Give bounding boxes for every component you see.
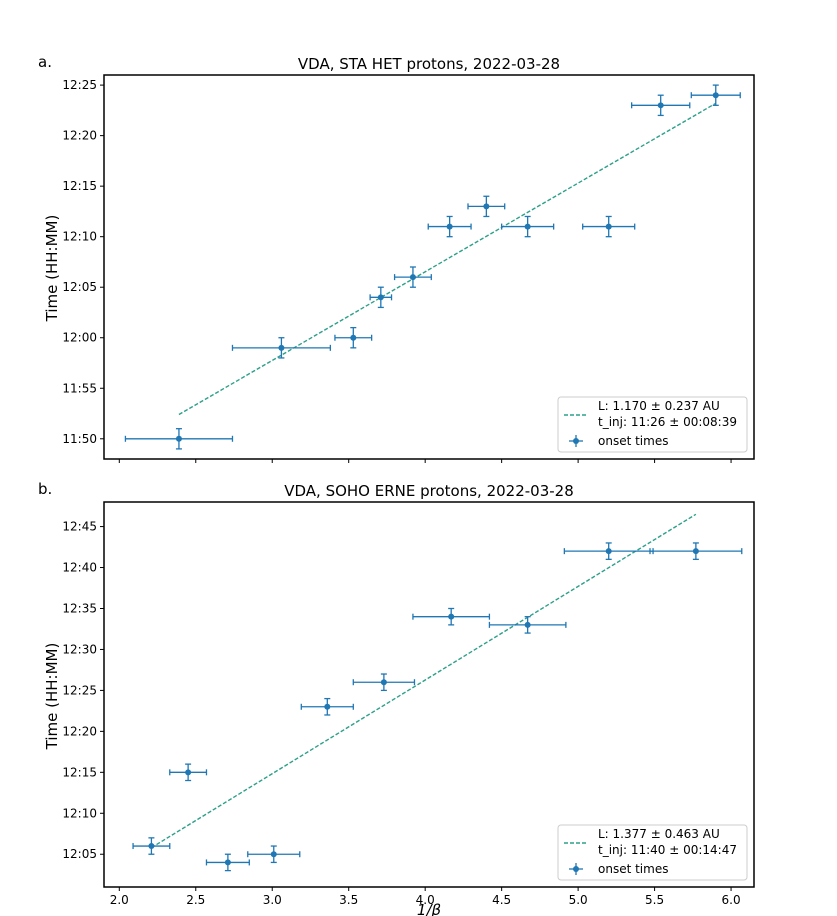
panel-a-onset-point: [467, 195, 506, 218]
panel-a: a. VDA, STA HET protons, 2022-03-28 Time…: [38, 53, 755, 463]
panel-a-ytick-label: 11:50: [62, 432, 97, 446]
panel-b-xlabel: 1/β: [417, 901, 442, 916]
panel-b-xtick-label: 3.0: [263, 893, 282, 907]
point-marker: [148, 843, 155, 850]
panel-a-onset-point: [334, 326, 373, 349]
point-marker: [380, 679, 387, 686]
panel-b-ytick-label: 12:15: [62, 765, 97, 779]
panel-b-onset-point: [412, 607, 491, 626]
panel-a-ytick-label: 12:05: [62, 280, 97, 294]
panel-a-legend-box: [557, 396, 748, 453]
panel-a-title: VDA, STA HET protons, 2022-03-28: [298, 55, 560, 73]
panel-b-ytick-label: 12:10: [62, 806, 97, 820]
point-marker: [377, 294, 384, 301]
panel-a-ytick-label: 12:25: [62, 78, 97, 92]
panel-b-xtick-label: 2.5: [186, 893, 205, 907]
point-marker: [524, 223, 531, 230]
panel-b-ylabel: Time (HH:MM): [43, 643, 61, 751]
panel-b-xtick-label: 2.0: [110, 893, 129, 907]
panel-a-legend-fit-line-1: L: 1.170 ± 0.237 AU: [598, 399, 720, 413]
panel-b-ytick-label: 12:20: [62, 724, 97, 738]
point-marker: [324, 703, 331, 710]
point-marker: [224, 859, 231, 866]
panel-b-xtick-label: 6.0: [722, 893, 741, 907]
panel-a-ytick-label: 12:00: [62, 331, 97, 345]
panel-a-points-layer: [124, 84, 741, 450]
panel-a-ytick-label: 11:55: [62, 381, 97, 395]
panel-b-legend-fit-line-1: L: 1.377 ± 0.463 AU: [598, 827, 720, 841]
point-marker: [185, 769, 192, 776]
panel-a-legend-points-label: onset times: [598, 434, 668, 448]
panel-b-axes: 12:05 12:10 12:15 12:20 12:25 12:30 12:35 12:40…: [62, 520, 740, 907]
panel-b-xtick-label: 3.5: [339, 893, 358, 907]
panel-a-onset-point: [427, 215, 472, 238]
point-marker: [605, 548, 612, 555]
point-marker: [712, 92, 719, 99]
panel-b-xtick-label: 5.5: [645, 893, 664, 907]
point-marker: [175, 435, 182, 442]
panel-b-onset-point: [247, 845, 301, 864]
panel-b-title: VDA, SOHO ERNE protons, 2022-03-28: [284, 482, 574, 500]
panel-b-ytick-label: 12:05: [62, 847, 97, 861]
point-marker: [278, 344, 285, 351]
panel-a-ylabel: Time (HH:MM): [43, 215, 61, 323]
panel-b-onset-point: [205, 853, 250, 872]
panel-b: b. VDA, SOHO ERNE protons, 2022-03-28 Ti…: [38, 480, 755, 916]
point-marker: [605, 223, 612, 230]
panel-b-ytick-label: 12:30: [62, 642, 97, 656]
panel-b-frame: [103, 501, 755, 888]
panel-b-fit-line: [151, 513, 697, 849]
point-marker: [446, 223, 453, 230]
panel-b-points-layer: [132, 542, 743, 872]
panel-b-ytick-label: 12:40: [62, 561, 97, 575]
point-marker: [448, 613, 455, 620]
panel-a-onset-point: [124, 428, 234, 450]
panel-b-label: b.: [38, 480, 52, 498]
panel-b-onset-point: [300, 697, 354, 716]
point-marker: [350, 334, 357, 341]
panel-a-onset-point: [231, 337, 332, 359]
panel-b-legend-fit-line-2: t_inj: 11:40 ± 00:14:47: [598, 843, 737, 857]
panel-a-legend-point-marker: [573, 438, 579, 444]
panel-a-fit-line: [178, 102, 717, 416]
panel-b-onset-point: [563, 542, 654, 560]
panel-b-ytick-label: 12:35: [62, 601, 97, 615]
panel-b-xtick-label: 4.0: [416, 893, 435, 907]
panel-b-legend-point-marker: [573, 866, 579, 872]
panel-b-ytick-label: 12:25: [62, 683, 97, 697]
panel-a-onset-point: [690, 84, 741, 106]
panel-b-legend: L: 1.377 ± 0.463 AU t_inj: 11:40 ± 00:14…: [557, 824, 748, 881]
panel-a-ytick-label: 12:20: [62, 129, 97, 143]
panel-a-onset-point: [393, 266, 432, 288]
panel-a-legend: L: 1.170 ± 0.237 AU t_inj: 11:26 ± 00:08…: [557, 396, 748, 453]
panel-a-legend-fit-line-2: t_inj: 11:26 ± 00:08:39: [598, 415, 737, 429]
panel-b-ytick-label: 12:45: [62, 520, 97, 534]
panel-a-onset-point: [630, 94, 691, 117]
panel-b-xtick-label: 5.0: [569, 893, 588, 907]
panel-b-fit-layer: [151, 513, 697, 849]
panel-b-onset-point: [352, 673, 416, 692]
point-marker: [483, 203, 490, 210]
panel-a-onset-point: [369, 286, 393, 309]
panel-a-ytick-label: 12:10: [62, 230, 97, 244]
point-marker: [270, 851, 277, 858]
point-marker: [409, 274, 416, 281]
panel-b-legend-box: [557, 824, 748, 881]
panel-a-frame: [103, 74, 755, 460]
panel-b-legend-points-label: onset times: [598, 862, 668, 876]
panel-b-onset-point: [488, 616, 567, 634]
point-marker: [524, 621, 531, 628]
panel-a-onset-point: [582, 215, 636, 238]
panel-b-onset-point: [169, 763, 208, 782]
panel-a-fit-layer: [178, 102, 717, 416]
panel-b-onset-point: [649, 542, 743, 560]
panel-b-onset-point: [132, 837, 171, 855]
panel-b-xtick-label: 4.5: [492, 893, 511, 907]
panel-a-axes: 11:50 11:55 12:00 12:05 12:10 12:15 12:20 12:25: [62, 78, 732, 463]
point-marker: [657, 102, 664, 109]
panel-a-label: a.: [38, 53, 52, 71]
panel-a-onset-point: [500, 215, 555, 238]
panel-a-ytick-label: 12:15: [62, 179, 97, 193]
point-marker: [692, 548, 699, 555]
